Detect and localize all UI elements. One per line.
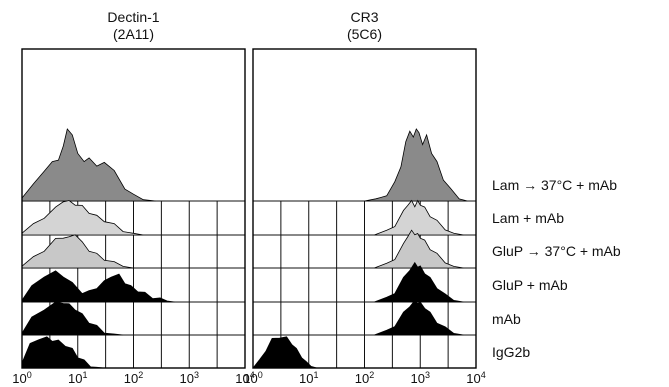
x-tick-label: 100 — [12, 370, 31, 386]
plot-frame — [252, 48, 477, 369]
x-tick-label: 104 — [466, 370, 485, 386]
chart-subtitle: (2A11) — [113, 26, 154, 42]
row-label-mab: mAb — [492, 311, 521, 327]
x-tick-label: 102 — [355, 370, 374, 386]
row-label-lam-37: Lam → 37°C + mAb — [492, 177, 618, 193]
x-tick-label: 102 — [124, 370, 143, 386]
histogram-glup-37-c-mab — [21, 234, 134, 269]
histogram-lam-37-c-mab — [364, 128, 468, 202]
histogram-igg2b — [21, 336, 105, 369]
row-label-glup-37: GluP → 37°C + mAb — [492, 243, 621, 259]
x-tick-label: 104 — [235, 370, 254, 386]
x-tick-label: 101 — [68, 370, 87, 386]
histogram-lam-37-c-mab — [21, 128, 156, 202]
x-tick-label: 103 — [180, 370, 199, 386]
histogram-mab — [374, 299, 464, 336]
histogram-panel-1: 100 101 102 103 104 — [243, 48, 486, 386]
row-label-glup: GluP + mAb — [492, 277, 568, 293]
panel-title-cr3: CR3 (5C6) — [253, 9, 476, 43]
row-label-lam: Lam + mAb — [492, 210, 564, 226]
histogram-glup-37-c-mab — [374, 229, 464, 269]
x-tick-label: 101 — [299, 370, 318, 386]
row-label-igg2b: IgG2b — [492, 344, 531, 360]
chart-title: CR3 — [350, 9, 379, 25]
panel-title-dectin1: Dectin-1 (2A11) — [22, 9, 245, 43]
histogram-mab — [21, 301, 124, 336]
chart-subtitle: (5C6) — [346, 26, 382, 42]
histogram-panel-0: 100 101 102 103 104 — [12, 48, 255, 386]
plot-frame — [21, 48, 246, 369]
histogram-glup-mab — [21, 270, 175, 303]
histogram-lam-mab — [21, 200, 144, 236]
histogram-glup-mab — [374, 261, 464, 303]
x-tick-label: 100 — [243, 370, 262, 386]
x-tick-label: 103 — [411, 370, 430, 386]
chart-title: Dectin-1 — [107, 9, 160, 25]
histogram-lam-mab — [374, 199, 464, 236]
histogram-igg2b — [252, 336, 318, 369]
